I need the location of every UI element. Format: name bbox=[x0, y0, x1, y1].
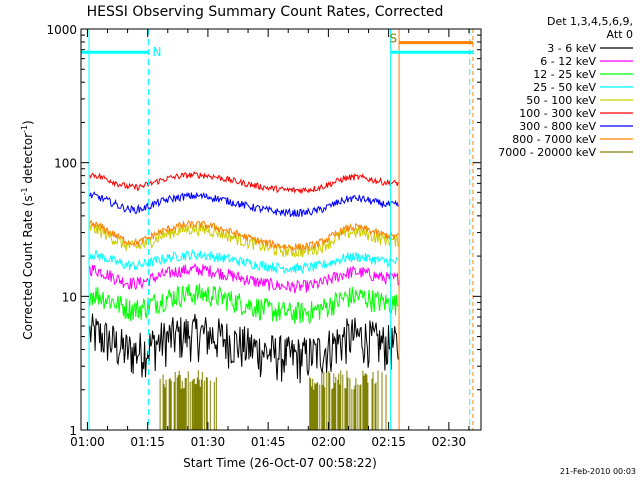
series-300-800-kev bbox=[89, 191, 399, 218]
y-axis: 1 10 100 1000 bbox=[46, 23, 481, 438]
y-axis-label-sup1: -1 bbox=[20, 187, 29, 195]
series-3-6-kev bbox=[89, 313, 399, 384]
y-axis-label-mid: detector bbox=[21, 133, 35, 188]
y-tick-label: 100 bbox=[54, 157, 77, 171]
legend-label: 6 - 12 keV bbox=[540, 55, 596, 68]
series-12-25-kev bbox=[89, 283, 399, 325]
y-axis-label: Corrected Count Rate (s-1 detector-1) bbox=[20, 120, 35, 339]
series-layer bbox=[89, 170, 399, 430]
series-100-300-kev bbox=[89, 170, 399, 195]
x-tick-label: 01:00 bbox=[70, 435, 105, 449]
x-tick-label: 02:00 bbox=[311, 435, 346, 449]
legend-label: 12 - 25 keV bbox=[533, 68, 596, 81]
legend-header-1: Det 1,3,4,5,6,9, bbox=[547, 15, 633, 28]
night-marker-label: N bbox=[152, 45, 161, 59]
legend-label: 25 - 50 keV bbox=[533, 81, 596, 94]
legend-label: 3 - 6 keV bbox=[547, 42, 596, 55]
legend-label: 7000 - 20000 keV bbox=[498, 146, 596, 159]
x-axis: 01:00 01:15 01:30 01:45 02:00 02:15 02:30 bbox=[70, 29, 470, 449]
x-tick-label: 02:30 bbox=[432, 435, 467, 449]
series-7000-20000-kev bbox=[159, 370, 387, 430]
y-tick-label: 10 bbox=[62, 290, 77, 304]
chart-title: HESSI Observing Summary Count Rates, Cor… bbox=[87, 4, 444, 20]
legend-header-2: Att 0 bbox=[607, 28, 633, 41]
x-tick-label: 01:30 bbox=[191, 435, 226, 449]
y-tick-label: 1 bbox=[69, 424, 77, 438]
y-tick-label: 1000 bbox=[46, 23, 77, 37]
x-axis-label: Start Time (26-Oct-07 00:58:22) bbox=[183, 456, 377, 470]
plot-frame bbox=[80, 28, 482, 431]
x-tick-label: 01:45 bbox=[251, 435, 286, 449]
saa-marker-label: S bbox=[389, 31, 397, 45]
series-25-50-kev bbox=[89, 248, 399, 275]
x-tick-label: 01:15 bbox=[130, 435, 165, 449]
legend-label: 800 - 7000 keV bbox=[512, 133, 596, 146]
footer-date: 21-Feb-2010 00:03 bbox=[560, 467, 636, 476]
y-axis-label-main: Corrected Count Rate (s bbox=[21, 195, 35, 339]
marker-layer: NS bbox=[81, 29, 474, 430]
legend-label: 50 - 100 keV bbox=[526, 94, 596, 107]
legend-label: 300 - 800 keV bbox=[519, 120, 596, 133]
y-axis-label-end: ) bbox=[21, 120, 35, 125]
legend-label: 100 - 300 keV bbox=[519, 107, 596, 120]
y-axis-label-sup2: -1 bbox=[20, 125, 29, 133]
series-6-12-kev bbox=[89, 262, 399, 294]
series-800-7000-kev bbox=[89, 219, 399, 253]
x-tick-label: 02:15 bbox=[371, 435, 406, 449]
